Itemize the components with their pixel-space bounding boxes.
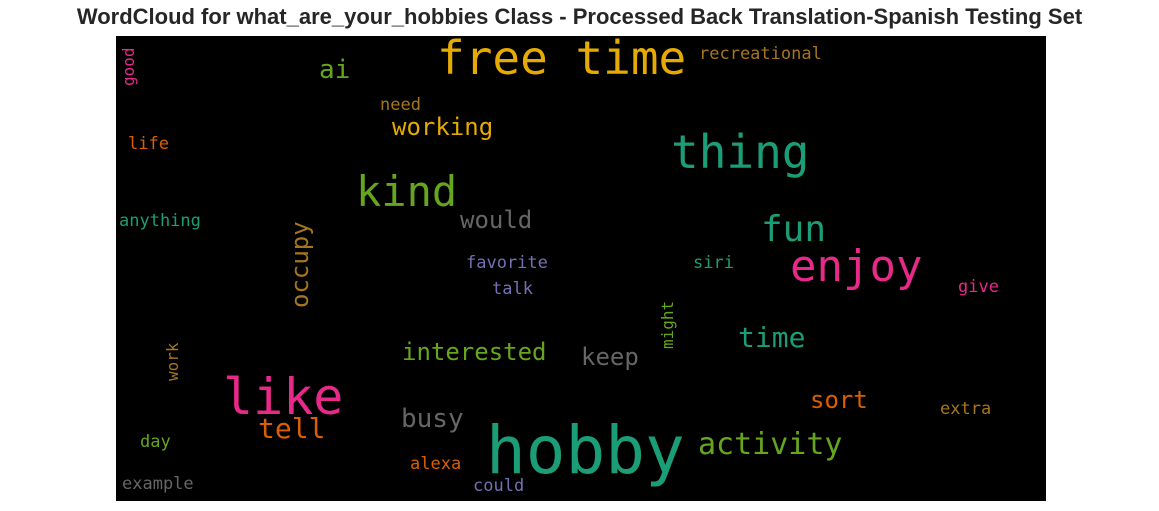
wordcloud-words: hobby free time like thing enjoy kind fun activ…: [119, 36, 999, 496]
word-working: working: [392, 113, 493, 141]
word-interested: interested: [402, 338, 547, 366]
word-like: like: [223, 368, 343, 426]
word-siri: siri: [693, 253, 734, 273]
word-good: good: [119, 47, 138, 86]
wordcloud-background: [116, 36, 1046, 501]
word-free-time: free time: [437, 36, 686, 85]
wordcloud-canvas: hobby free time like thing enjoy kind fun activ…: [116, 36, 1046, 501]
word-talk: talk: [492, 279, 533, 299]
word-extra: extra: [940, 399, 991, 419]
word-give: give: [958, 277, 999, 297]
word-day: day: [140, 432, 171, 452]
word-would: would: [460, 206, 532, 234]
word-busy: busy: [401, 404, 464, 434]
word-recreational: recreational: [699, 44, 822, 64]
word-hobby: hobby: [486, 412, 685, 489]
word-fun: fun: [761, 209, 826, 250]
word-ai: ai: [319, 55, 350, 85]
word-alexa: alexa: [410, 454, 461, 474]
word-activity: activity: [698, 427, 843, 462]
word-thing: thing: [671, 125, 809, 179]
word-kind: kind: [356, 167, 457, 216]
word-favorite: favorite: [466, 253, 548, 273]
word-need: need: [380, 95, 421, 115]
word-example: example: [122, 474, 194, 494]
word-work: work: [163, 342, 182, 381]
word-sort: sort: [810, 386, 868, 414]
word-keep: keep: [581, 343, 639, 371]
word-tell: tell: [258, 412, 325, 445]
word-anything: anything: [119, 211, 201, 231]
word-might: might: [658, 301, 677, 349]
word-life: life: [128, 134, 169, 154]
word-enjoy: enjoy: [790, 241, 922, 292]
word-time: time: [738, 321, 805, 354]
word-occupy: occupy: [286, 221, 314, 308]
word-could: could: [473, 476, 524, 496]
chart-title: WordCloud for what_are_your_hobbies Clas…: [76, 4, 1083, 29]
